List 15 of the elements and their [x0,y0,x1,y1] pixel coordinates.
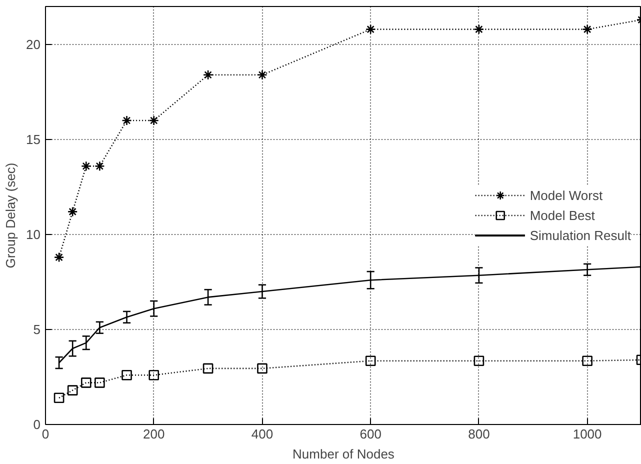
y-tick-label: 15 [26,132,41,147]
x-axis-title: Number of Nodes [292,446,395,462]
series-label: Simulation Result [530,228,631,242]
y-tick-label: 10 [26,227,41,242]
y-axis-title: Group Delay (sec) [3,162,18,268]
y-tick-label: 20 [26,37,41,52]
legend-label: Model Worst [530,188,603,202]
x-tick-label: 800 [468,426,490,442]
x-tick-label: 200 [143,426,165,442]
y-tick-label: 0 [33,417,41,432]
x-tick-label: 600 [360,426,382,442]
x-tick-label: 1000 [572,426,602,442]
y-tick-label: 5 [33,322,41,337]
legend-label: Model Best [530,208,595,222]
x-tick-label: 400 [251,426,274,442]
